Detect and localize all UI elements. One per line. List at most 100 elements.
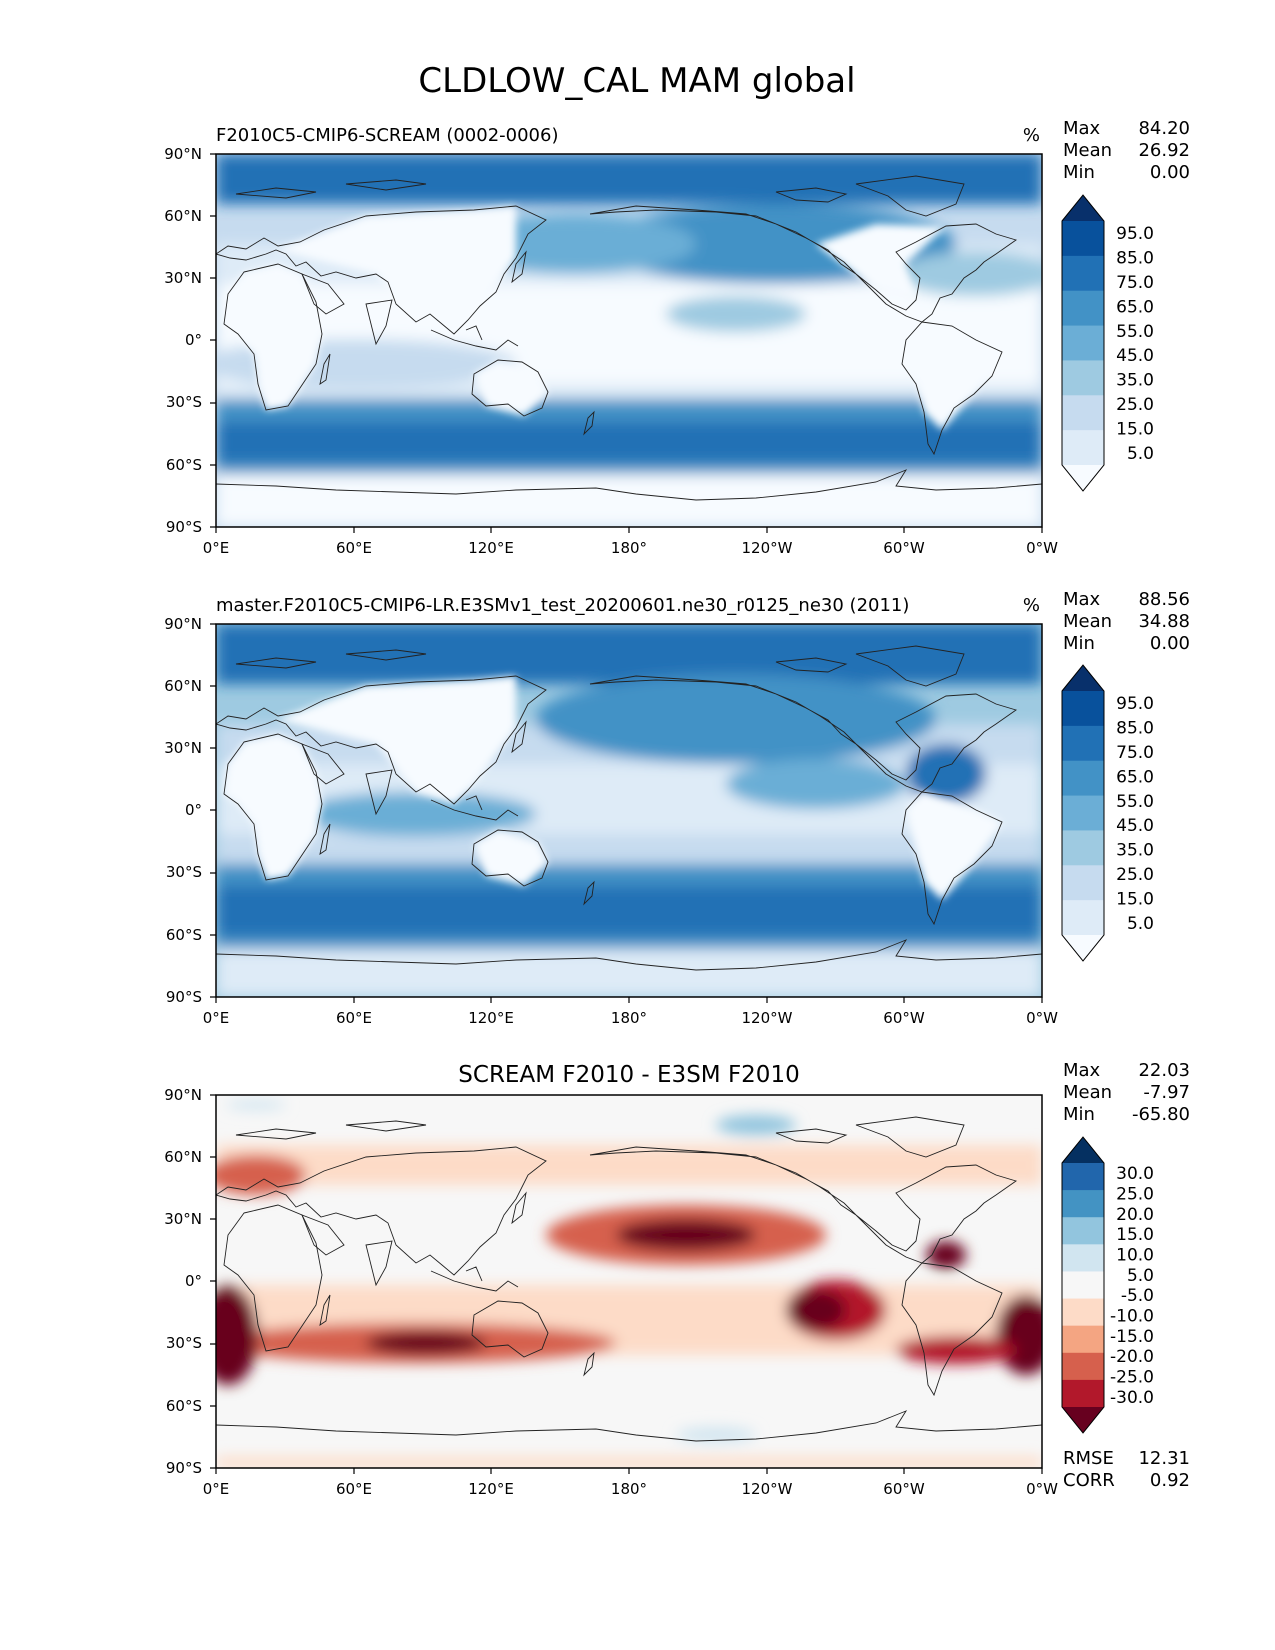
stat-mean-value: 34.88 [1138, 611, 1190, 632]
lat-tick-label: 0° [185, 1272, 202, 1290]
colorbar-band [1062, 360, 1104, 396]
colorbar-extend-min [1062, 935, 1104, 961]
colorbar-band [1062, 1217, 1104, 1245]
stat-max-label: Max [1063, 589, 1101, 610]
stat-min-value: 0.00 [1150, 162, 1190, 183]
colorbar-band [1062, 290, 1104, 327]
stat-min-label: Min [1063, 633, 1095, 654]
map-field [216, 1095, 1042, 1468]
colorbar-band [1062, 865, 1104, 901]
panel-title: SCREAM F2010 - E3SM F2010 [458, 1062, 799, 1088]
lat-tick-label: 90°S [166, 988, 202, 1006]
stats-box: Max 88.56 Mean 34.88 Min 0.00 [1063, 589, 1190, 654]
colorbar-band [1062, 395, 1104, 431]
figure-title: CLDLOW_CAL MAM global [418, 61, 855, 101]
lon-tick-label: 120°W [742, 1480, 793, 1498]
corr-label: CORR [1063, 1470, 1115, 1491]
colorbar: 30.025.020.015.010.05.0-5.0-10.0-15.0-20… [1061, 1136, 1154, 1434]
colorbar: 95.0 85.0 75.0 65.0 55.0 45.0 35.0 25.0 15.0 5.0 [1061, 664, 1154, 962]
colorbar-tick-label: 20.0 [1116, 1205, 1154, 1225]
panel-model: F2010C5-CMIP6-SCREAM (0002-0006) % 0°E 6… [164, 118, 1190, 557]
panel-title: master.F2010C5-CMIP6-LR.E3SMv1_test_2020… [216, 595, 909, 616]
lon-axis: 0°E 60°E 120°E 180° 120°W 60°W 0°W [203, 1009, 1058, 1027]
lat-tick-label: 60°N [164, 677, 202, 695]
colorbar-tick-label: 95.0 [1116, 224, 1154, 244]
lat-tick-label: 30°N [164, 739, 202, 757]
colorbar-tick-label: 10.0 [1116, 1246, 1154, 1266]
lat-tick-label: 90°N [164, 145, 202, 163]
colorbar-tick-label: 5.0 [1127, 914, 1154, 934]
lat-tick-label: 30°N [164, 269, 202, 287]
panel-units: % [1023, 595, 1040, 616]
colorbar-band [1062, 1190, 1104, 1218]
colorbar-tick-label: 5.0 [1127, 1266, 1154, 1286]
lon-tick-label: 180° [611, 1480, 647, 1498]
colorbar-tick-label: 35.0 [1116, 371, 1154, 391]
colorbar-tick-label: 85.0 [1116, 249, 1154, 269]
stat-min-label: Min [1063, 1104, 1095, 1125]
stat-min-value: -65.80 [1132, 1104, 1190, 1125]
colorbar-band [1062, 221, 1104, 257]
lon-tick-label: 0°W [1026, 1480, 1058, 1498]
panel-title: F2010C5-CMIP6-SCREAM (0002-0006) [216, 125, 558, 146]
lat-tick-label: 60°S [166, 456, 202, 474]
colorbar-band [1062, 830, 1104, 866]
lat-tick-label: 90°N [164, 615, 202, 633]
stat-mean-label: Mean [1063, 611, 1112, 632]
colorbar-outline [1061, 664, 1105, 962]
stat-max-label: Max [1063, 1060, 1101, 1081]
colorbar-band [1062, 255, 1104, 292]
panel-reference: master.F2010C5-CMIP6-LR.E3SMv1_test_2020… [164, 589, 1190, 1027]
colorbar-tick-label: 55.0 [1116, 322, 1154, 342]
colorbar-tick-label: 15.0 [1116, 889, 1154, 909]
lon-tick-label: 120°W [742, 539, 793, 557]
lon-tick-label: 120°E [468, 1480, 514, 1498]
colorbar-extend-max [1062, 665, 1104, 691]
lat-tick-label: 60°N [164, 207, 202, 225]
colorbar-band [1062, 1379, 1104, 1408]
colorbar-outline [1061, 1136, 1105, 1434]
lat-axis: 90°N 60°N 30°N 0° 30°S 60°S 90°S [164, 145, 202, 536]
lon-tick-label: 60°E [336, 539, 372, 557]
stat-mean-value: 26.92 [1138, 140, 1190, 161]
colorbar-tick-label: 65.0 [1116, 297, 1154, 317]
lon-tick-label: 60°E [336, 1009, 372, 1027]
stat-max-label: Max [1063, 118, 1101, 139]
stat-min-label: Min [1063, 162, 1095, 183]
stats-box: Max 22.03 Mean -7.97 Min -65.80 [1063, 1060, 1190, 1125]
lat-tick-label: 30°S [166, 1334, 202, 1352]
colorbar-extend-min [1062, 465, 1104, 491]
colorbar-tick-label: 45.0 [1116, 346, 1154, 366]
colorbar-extend-max [1062, 1137, 1104, 1163]
lat-tick-label: 60°S [166, 1397, 202, 1415]
lat-tick-label: 60°N [164, 1148, 202, 1166]
rmse-value: 12.31 [1138, 1448, 1190, 1469]
ticks [210, 1094, 1043, 1474]
colorbar-tick-label: 75.0 [1116, 743, 1154, 763]
stat-max-value: 22.03 [1138, 1060, 1190, 1081]
colorbar-band [1062, 725, 1104, 762]
colorbar-tick-label: 15.0 [1116, 419, 1154, 439]
colorbar-tick-label: -5.0 [1121, 1286, 1154, 1306]
lon-tick-label: 0°E [203, 1480, 230, 1498]
colorbar-tick-label: 5.0 [1127, 444, 1154, 464]
lat-tick-label: 90°S [166, 1459, 202, 1477]
colorbar-band [1062, 1244, 1104, 1272]
colorbar-band [1062, 760, 1104, 797]
colorbar-outline [1061, 194, 1105, 492]
lat-axis: 90°N 60°N 30°N 0° 30°S 60°S 90°S [164, 615, 202, 1006]
colorbar-band [1062, 691, 1104, 727]
stat-mean-label: Mean [1063, 140, 1112, 161]
colorbar-band [1062, 795, 1104, 831]
lon-tick-label: 180° [611, 539, 647, 557]
colorbar-tick-label: -20.0 [1110, 1347, 1154, 1367]
lon-tick-label: 60°W [883, 539, 925, 557]
stat-mean-label: Mean [1063, 1082, 1112, 1103]
colorbar-band [1062, 1352, 1104, 1381]
corr-value: 0.92 [1150, 1470, 1190, 1491]
colorbar-band [1062, 430, 1104, 466]
colorbar-band [1062, 1298, 1104, 1327]
lon-tick-label: 60°E [336, 1480, 372, 1498]
rmse-label: RMSE [1063, 1448, 1114, 1469]
colorbar-band [1062, 900, 1104, 936]
